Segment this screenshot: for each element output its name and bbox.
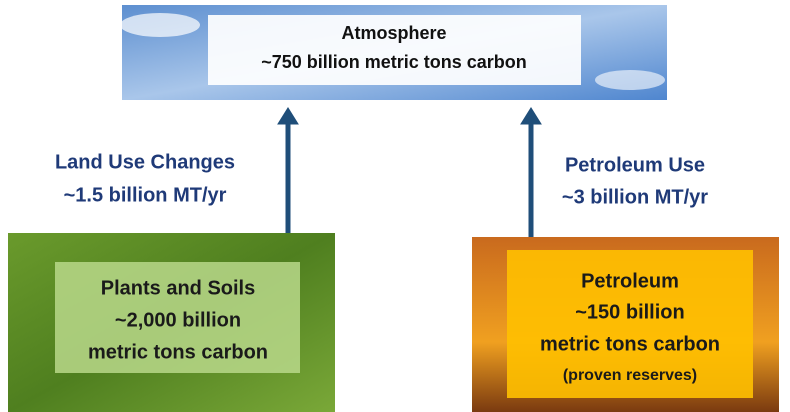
- cloud: [595, 70, 665, 90]
- arrows: [278, 108, 541, 238]
- atmosphere-amount: ~750 billion metric tons carbon: [261, 52, 527, 72]
- source-unit: metric tons carbon: [88, 341, 268, 363]
- atmosphere-title: Atmosphere: [341, 23, 446, 43]
- flow-label: Petroleum Use: [565, 154, 705, 176]
- source-title: Petroleum: [581, 270, 679, 292]
- source-unit: metric tons carbon: [540, 333, 720, 355]
- diagram: Atmosphere ~750 billion metric tons carb…: [0, 0, 790, 412]
- flow-amount: ~3 billion MT/yr: [562, 186, 708, 208]
- source-amount: ~150 billion: [575, 301, 684, 323]
- flow-amount: ~1.5 billion MT/yr: [64, 184, 227, 206]
- source-amount: ~2,000 billion: [115, 309, 241, 331]
- source-note: (proven reserves): [563, 367, 697, 384]
- cloud: [120, 13, 200, 37]
- arrow-head: [521, 108, 541, 124]
- flow-label: Land Use Changes: [55, 151, 235, 173]
- arrow-head: [278, 108, 298, 124]
- source-title: Plants and Soils: [101, 277, 255, 299]
